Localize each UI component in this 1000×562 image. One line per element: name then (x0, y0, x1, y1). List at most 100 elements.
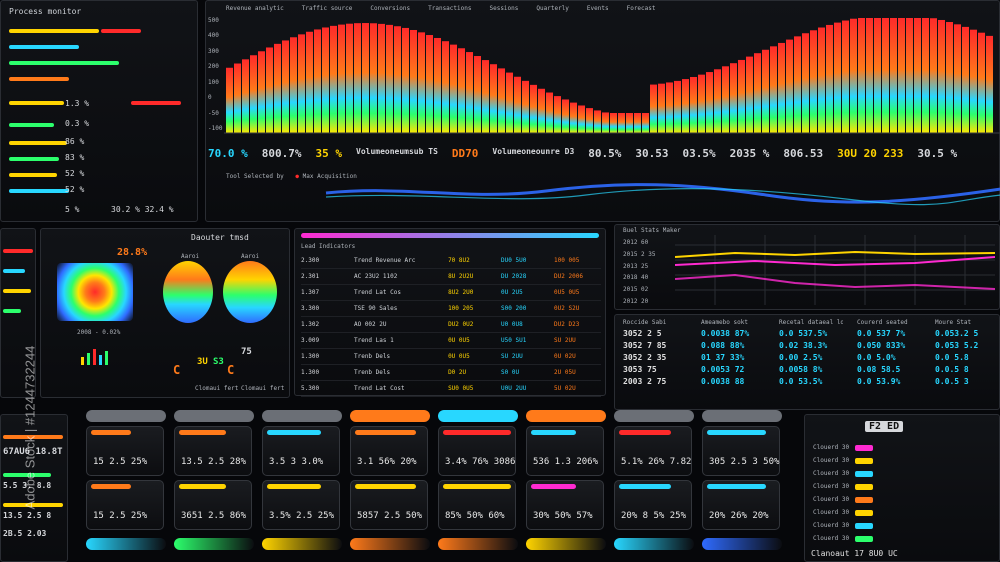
br-row[interactable]: Clouerd 30 (813, 493, 874, 506)
spectrum-bar (258, 51, 265, 134)
metric-card[interactable]: 5.1% 26% 7.82 (614, 426, 692, 476)
table-row[interactable]: 5.300 Trend Lat Cost SU0 0U5 U0U 2UU 5U 02U (301, 381, 601, 397)
card-value: 3.4% 76% 3086 (445, 457, 516, 467)
spectrum-bar (690, 76, 697, 133)
metric-card[interactable]: 3.5% 2.5 25% (262, 480, 340, 530)
spectrum-bar (834, 22, 841, 133)
br-row[interactable]: Clouerd 30 (813, 467, 874, 480)
metric-card[interactable]: 13.5 2.5 28% (174, 426, 252, 476)
card-tab[interactable] (262, 410, 342, 422)
stat-value: 3052 2 5 (623, 329, 662, 338)
stat-value: 0.088 88% (701, 341, 745, 350)
card-footer-pill[interactable] (526, 538, 606, 550)
stat-value: 0.0038 87% (701, 329, 750, 338)
card-bar (267, 430, 321, 435)
metric-card[interactable]: 20% 26% 20% (702, 480, 780, 530)
gauge-v: 3U (197, 357, 208, 367)
spectrum-bar (778, 42, 785, 133)
stat-value: 0.0 5.8 (935, 353, 969, 362)
table-row[interactable]: 2.301 AC 23U2 1102 8U 2U2U DU 2028 DU2 2006 (301, 269, 601, 285)
metric-card[interactable]: 3.5 3 3.0% (262, 426, 340, 476)
table-cell: SU 2UU (554, 337, 576, 344)
card-tab[interactable] (702, 410, 782, 422)
gauge-v: 75 (241, 347, 252, 357)
card-footer-pill[interactable] (614, 538, 694, 550)
br-row[interactable]: Clouerd 30 (813, 519, 874, 532)
card-footer-pill[interactable] (174, 538, 254, 550)
table-cell: Trenb Dels (353, 369, 391, 376)
metric-card[interactable]: 85% 50% 60% (438, 480, 516, 530)
table-row[interactable]: 1.300 Trenb Dels 0U 0U5 SU 2UU 0U 02U (301, 349, 601, 365)
top-chart-panel: Revenue analytic Traffic source Conversi… (205, 0, 1000, 222)
table-cell: 0U5 0U5 (554, 289, 580, 296)
stat-value: 0.0 5.0% (857, 353, 896, 362)
br-row[interactable]: Clouerd 30 (813, 454, 874, 467)
bl-value: 5.5 3. 8.8 (3, 481, 52, 490)
spectrum-bar (986, 35, 993, 133)
br-label: Clouerd 30 (813, 457, 850, 464)
metric-card[interactable]: 3.4% 76% 3086 (438, 426, 516, 476)
wave-label-1: Tool Selected by (226, 173, 284, 180)
br-row[interactable]: Clouerd 30 (813, 441, 874, 454)
card-tab[interactable] (526, 410, 606, 422)
card-tab[interactable] (438, 410, 518, 422)
card-tab[interactable] (350, 410, 430, 422)
metric-card[interactable]: 20% 8 5% 25% (614, 480, 692, 530)
table-row[interactable]: 3.009 Trend Las 1 0U 0U5 U50 SU1 SU 2UU (301, 333, 601, 349)
spectrum-bar (794, 36, 801, 133)
gauge-c: C (227, 363, 235, 377)
table-row[interactable]: 1.302 AO 002 2U DU2 0U2 U0 0U8 DU2 D23 (301, 317, 601, 333)
spectrum-bar (754, 53, 761, 134)
card-bar (91, 430, 131, 435)
metric-card[interactable]: 15 2.5 25% (86, 426, 164, 476)
heatmap-tile (57, 263, 133, 321)
card-footer-pill[interactable] (438, 538, 518, 550)
metric-card[interactable]: 305 2.5 3 50% (702, 426, 780, 476)
spectrum-bar (274, 43, 281, 133)
spectrum-bar (642, 113, 649, 133)
metric-value: 5 % (65, 205, 80, 214)
stat-value: 0.08 58.5 (857, 365, 901, 374)
card-tab[interactable] (174, 410, 254, 422)
card-tab[interactable] (86, 410, 166, 422)
br-row[interactable]: Clouerd 30 (813, 480, 874, 493)
stat-value: 0.0038 88 (701, 377, 745, 386)
spectrum-bar (410, 29, 417, 133)
spectrum-bar (322, 27, 329, 133)
br-row[interactable]: Clouerd 30 (813, 532, 874, 545)
metric-card[interactable]: 5857 2.5 50% (350, 480, 428, 530)
br-label: Clouerd 30 (813, 522, 850, 529)
panel-footer: 30.2 % 32.4 % (111, 205, 174, 214)
card-footer-pill[interactable] (86, 538, 166, 550)
card-footer-pill[interactable] (350, 538, 430, 550)
metric-card[interactable]: 15 2.5 25% (86, 480, 164, 530)
metric-value: 83 % (65, 153, 85, 162)
y-tick: 500 (208, 17, 219, 24)
br-row[interactable]: Clouerd 30 (813, 506, 874, 519)
spectrum-bar (954, 24, 961, 133)
card-footer-pill[interactable] (262, 538, 342, 550)
table-row[interactable]: 1.300 Trenb Dels D0 2U S0 0U 2U 05U (301, 365, 601, 381)
spectrum-bar (618, 113, 625, 133)
metric-value: 52 % (65, 169, 85, 178)
table-cell: 5U 02U (554, 385, 576, 392)
metric: 2035 % (729, 147, 770, 160)
y-tick: 0 (208, 94, 212, 102)
table-row[interactable]: 3.300 TSE 90 Sales 100 205 S00 200 0U2 S2U (301, 301, 601, 317)
spectrum-bar (858, 18, 865, 133)
y-tick: 100 (208, 78, 219, 86)
metric-card[interactable]: 30% 50% 57% (526, 480, 604, 530)
spectrum-bar (266, 47, 273, 133)
metric-card[interactable]: 3.1 56% 20% (350, 426, 428, 476)
card-footer-pill[interactable] (702, 538, 782, 550)
metric-card[interactable]: 3651 2.5 86% (174, 480, 252, 530)
card-tab[interactable] (614, 410, 694, 422)
metrics-row: 70.0 % 800.7% 35 % Volumeoneumsub TS DD7… (208, 147, 998, 160)
card-value: 15 2.5 25% (93, 457, 148, 467)
table-row[interactable]: 2.300 Trend Revenue Arc 70 8U2 DU0 5U0 100 0… (301, 253, 601, 269)
table-row[interactable]: 1.307 Trend Lat Cos 8U2 2U0 0U 2U5 0U5 0U5 (301, 285, 601, 301)
stat-header: Moure Stat (935, 319, 972, 326)
stat-column: Roccide Sabi 3052 2 5 3052 7 85 3052 2 35 30… (623, 319, 687, 386)
y-axis: 500 400 300 200 100 0 -50 -100 (208, 17, 222, 132)
metric-card[interactable]: 536 1.3 206% (526, 426, 604, 476)
